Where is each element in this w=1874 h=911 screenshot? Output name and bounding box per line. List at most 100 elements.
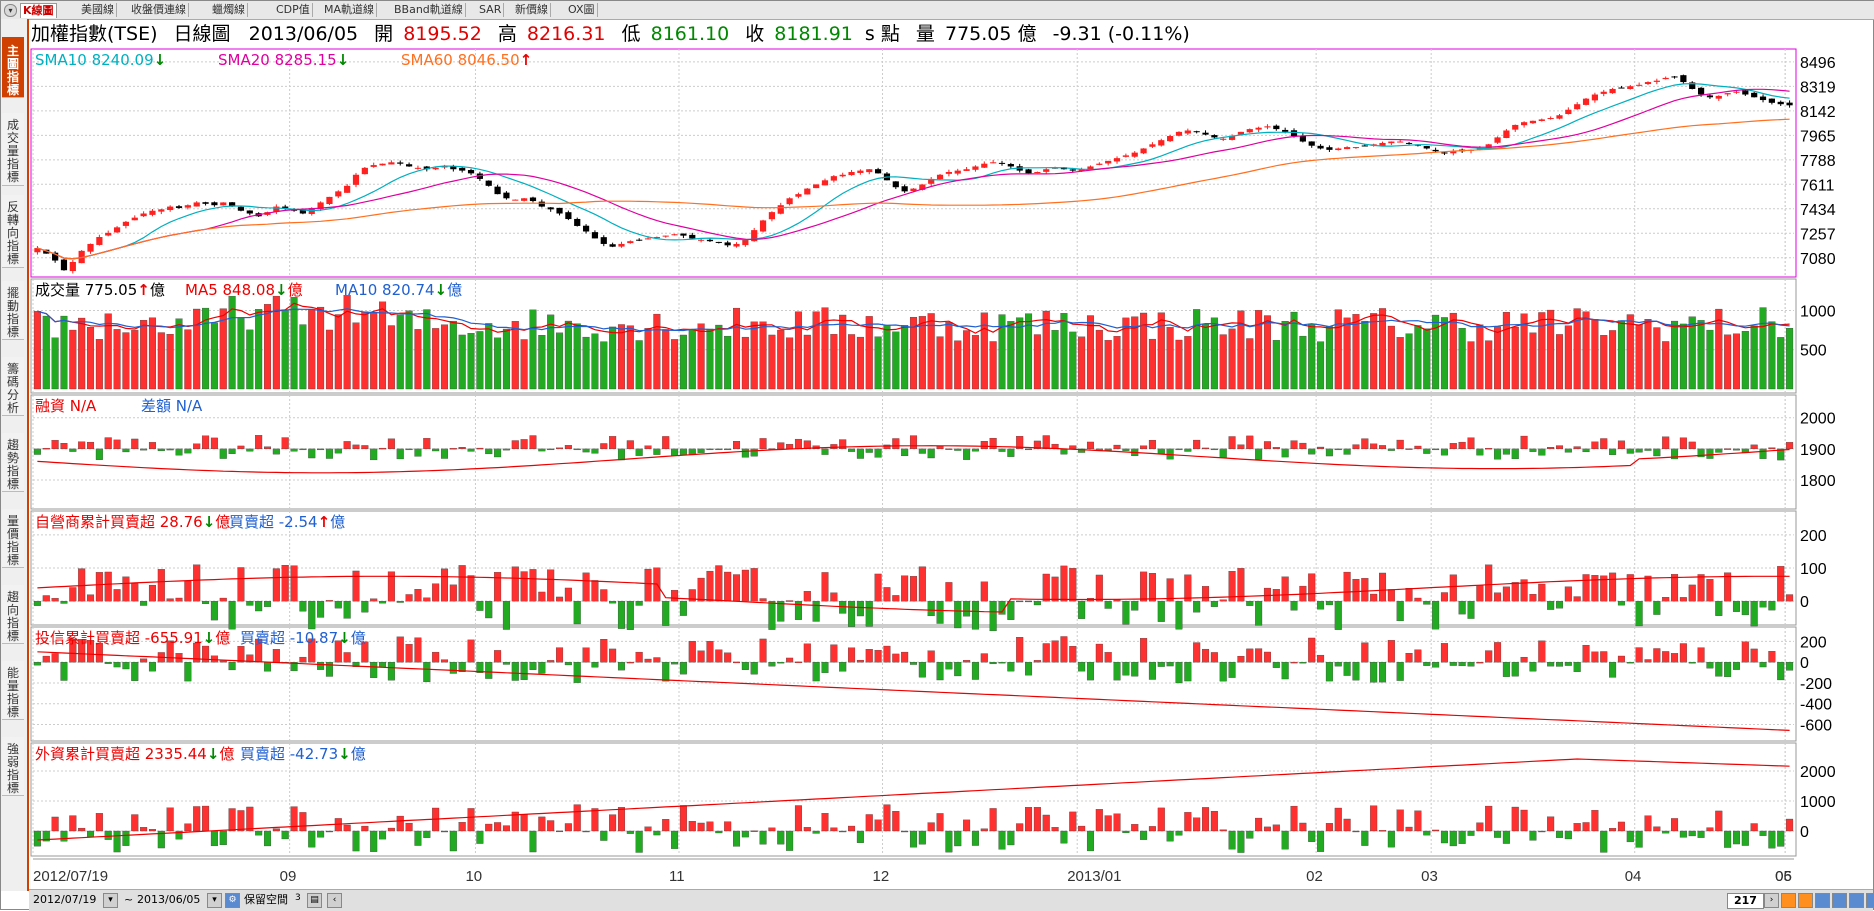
tool-icon-4[interactable] — [1832, 893, 1847, 908]
tab-new-price[interactable]: 新價線 — [513, 3, 551, 17]
foreign-bar — [812, 830, 820, 834]
volume-bar — [688, 329, 696, 390]
close-value: 8181.91 — [774, 23, 853, 45]
tool-icon-2[interactable] — [1798, 893, 1813, 908]
candle-body — [352, 174, 360, 185]
volume-bar — [644, 328, 652, 390]
trust-bar — [1600, 651, 1608, 663]
dealer-bar — [1042, 573, 1050, 602]
tab-cdp[interactable]: CDP值 — [274, 3, 313, 17]
trust-bar — [821, 662, 829, 673]
trust-bar — [1370, 662, 1378, 683]
tool-icon-1[interactable] — [1781, 893, 1796, 908]
dealer-bar — [148, 584, 156, 602]
candle-body — [1618, 87, 1625, 89]
trust-bar — [140, 658, 148, 663]
trust-bar — [1440, 643, 1448, 663]
sidebar-trend-indicator[interactable]: 趨勢指標 — [2, 433, 24, 492]
trust-bar — [290, 662, 298, 672]
margin-bar — [617, 448, 625, 461]
volume-bar — [1573, 308, 1581, 390]
sidebar-volume-indicator[interactable]: 成交量指標 — [2, 113, 24, 186]
margin-bar — [1467, 437, 1475, 450]
dealer-bar — [529, 569, 537, 602]
end-date[interactable]: 2013/06/05 — [137, 893, 201, 906]
tab-candle-line[interactable]: 蠟燭線 — [210, 3, 248, 17]
scroll-left-icon[interactable]: ‹ — [327, 893, 342, 908]
unit-suffix: 億 — [215, 629, 231, 647]
tab-close-line[interactable]: 收盤價連線 — [129, 3, 189, 17]
volume-bar — [1290, 311, 1298, 390]
start-date-dropdown-icon[interactable]: ▾ — [103, 893, 118, 908]
candle-body — [1113, 158, 1121, 162]
tab-sar[interactable]: SAR — [477, 3, 505, 17]
sidebar-strength-indicator[interactable]: 強弱指標 — [2, 737, 24, 796]
tool-icon-5[interactable] — [1849, 893, 1864, 908]
volume-legend-text: MA10 820.74 — [335, 281, 435, 299]
candle-body — [1255, 127, 1262, 130]
volume-bar — [33, 311, 41, 390]
volume-bar — [1308, 323, 1316, 390]
volume-bar — [1140, 312, 1148, 390]
dealer-bar — [1175, 600, 1183, 630]
tab-us-line[interactable]: 美國線 — [79, 3, 117, 17]
foreign-bar — [78, 827, 86, 832]
margin-bar — [520, 439, 528, 450]
dealer-bar — [679, 600, 687, 616]
dealer-bar — [140, 600, 148, 606]
sidebar-chip-analysis[interactable]: 籌碼分析 — [2, 357, 24, 416]
dealer-bar — [1724, 572, 1732, 602]
volume-bar — [175, 318, 183, 390]
start-date[interactable]: 2012/07/19 — [33, 893, 97, 906]
y-tick-label: 2000 — [1800, 411, 1836, 428]
foreign-bar — [1007, 830, 1015, 846]
settings-icon[interactable]: ⚙ — [225, 893, 240, 908]
margin-bar — [1662, 436, 1670, 450]
foreign-bar — [697, 822, 705, 832]
dealer-bar — [1281, 576, 1289, 602]
zoom-icon[interactable]: ▤ — [307, 893, 322, 908]
foreign-bar — [1750, 823, 1758, 832]
sidebar-energy-indicator[interactable]: 能量指標 — [2, 661, 24, 720]
tool-icon-6[interactable] — [1866, 893, 1874, 908]
sidebar-reversal-indicator[interactable]: 反轉向指標 — [2, 195, 24, 268]
tool-icon-3[interactable] — [1815, 893, 1830, 908]
scroll-right-icon[interactable]: › — [1764, 893, 1779, 908]
candle-body — [485, 180, 492, 186]
unit-suffix: 億 — [149, 281, 165, 299]
tab-k-line[interactable]: K線圖 — [20, 3, 57, 18]
sidebar-main-indicator[interactable]: 主圖指標 — [2, 37, 24, 98]
foreign-bar — [786, 830, 794, 851]
dealer-legend-text: 買賣超 -2.54 — [229, 513, 318, 531]
volume-bar — [1741, 331, 1749, 390]
tab-bband[interactable]: BBand軌道線 — [392, 3, 466, 17]
candle-body — [140, 213, 147, 217]
candle-body — [237, 206, 245, 211]
sidebar-direction-indicator[interactable]: 趨向指標 — [2, 585, 24, 644]
y-tick-label: 7788 — [1800, 153, 1836, 170]
tab-ma-band[interactable]: MA軌道線 — [322, 3, 378, 17]
volume-bar — [325, 329, 333, 390]
sidebar-volume-price-indicator[interactable]: 量價指標 — [2, 509, 24, 568]
dealer-bar — [1378, 572, 1387, 602]
end-date-dropdown-icon[interactable]: ▾ — [207, 893, 222, 908]
dealer-bar — [538, 591, 546, 602]
candle-body — [87, 243, 94, 252]
candle-body — [1733, 91, 1740, 93]
menu-dropdown-icon[interactable]: ▾ — [4, 4, 17, 17]
margin-bar — [821, 448, 829, 455]
tab-ox[interactable]: OX圖 — [566, 3, 598, 17]
candle-body — [1574, 104, 1581, 110]
arrow-up-icon: ↑ — [137, 281, 150, 299]
margin-bar — [157, 448, 165, 452]
dealer-bar — [104, 571, 112, 602]
foreign-bar — [1786, 818, 1794, 832]
foreign-bar — [140, 827, 148, 832]
chart-area[interactable]: 8496831981427965778876117434725770801000… — [1, 1, 1874, 889]
margin-bar — [343, 441, 351, 450]
trust-bar — [1449, 662, 1457, 666]
margin-bar — [954, 448, 962, 451]
dealer-bar — [1688, 584, 1696, 602]
trust-bar — [1511, 662, 1519, 677]
sidebar-oscillator-indicator[interactable]: 擺動指標 — [2, 281, 24, 340]
